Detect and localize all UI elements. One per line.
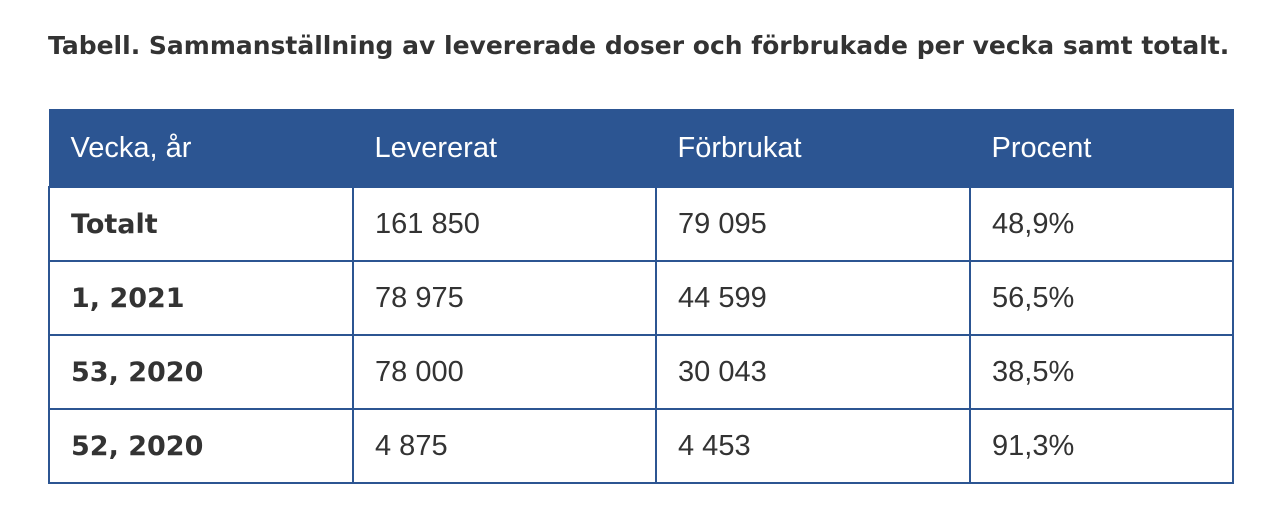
table-row: Totalt 161 850 79 095 48,9% — [48, 186, 1234, 262]
cell-procent: 91,3% — [969, 408, 1234, 484]
cell-levererat: 78 000 — [352, 334, 657, 410]
cell-procent: 56,5% — [969, 260, 1234, 336]
table-caption: Tabell. Sammanställning av levererade do… — [48, 31, 1230, 60]
cell-forbrukat: 30 043 — [655, 334, 971, 410]
cell-procent: 38,5% — [969, 334, 1234, 410]
table-row: 53, 2020 78 000 30 043 38,5% — [48, 334, 1234, 410]
row-label: 53, 2020 — [48, 334, 354, 410]
cell-procent: 48,9% — [969, 186, 1234, 262]
header-vecka-ar: Vecka, år — [48, 109, 354, 188]
header-levererat: Levererat — [352, 109, 657, 188]
cell-forbrukat: 79 095 — [655, 186, 971, 262]
table-body: Totalt 161 850 79 095 48,9% 1, 2021 78 9… — [48, 186, 1234, 484]
table-header: Vecka, år Levererat Förbrukat Procent — [48, 109, 1234, 188]
cell-forbrukat: 44 599 — [655, 260, 971, 336]
table-row: 52, 2020 4 875 4 453 91,3% — [48, 408, 1234, 484]
cell-forbrukat: 4 453 — [655, 408, 971, 484]
cell-levererat: 78 975 — [352, 260, 657, 336]
cell-levererat: 4 875 — [352, 408, 657, 484]
row-label: 1, 2021 — [48, 260, 354, 336]
row-label: 52, 2020 — [48, 408, 354, 484]
header-procent: Procent — [969, 109, 1234, 188]
header-row: Vecka, år Levererat Förbrukat Procent — [48, 109, 1234, 188]
row-label: Totalt — [48, 186, 354, 262]
header-forbrukat: Förbrukat — [655, 109, 971, 188]
table-row: 1, 2021 78 975 44 599 56,5% — [48, 260, 1234, 336]
doses-table: Vecka, år Levererat Förbrukat Procent To… — [48, 109, 1234, 484]
cell-levererat: 161 850 — [352, 186, 657, 262]
